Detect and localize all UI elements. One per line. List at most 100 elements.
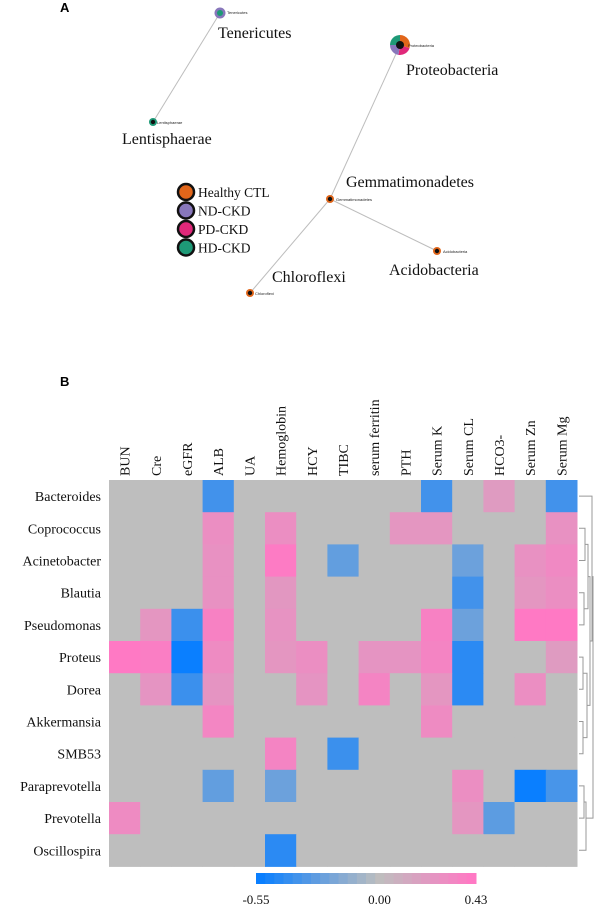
heatmap-cell [389, 641, 422, 674]
scale-max-label: 0.43 [465, 892, 488, 907]
color-scale: -0.55 0.00 0.43 [242, 873, 487, 907]
heatmap-cell [421, 641, 453, 674]
heatmap-cell [233, 673, 266, 706]
dendrogram-branch [586, 576, 594, 819]
heatmap-cell [265, 480, 297, 513]
heatmap-cell [171, 673, 204, 706]
heatmap-cell [202, 512, 235, 545]
heatmap-cell [202, 608, 235, 642]
heatmap-cell [171, 480, 204, 513]
legend-swatch [176, 201, 196, 220]
row-label: Akkermansia [26, 716, 101, 731]
row-label: Prevotella [44, 812, 102, 827]
heatmap-cell [483, 576, 516, 610]
heatmap-cell [327, 834, 360, 867]
heatmap-cell [327, 576, 360, 610]
scale-step [329, 873, 339, 884]
scale-step [320, 873, 330, 884]
column-label: Serum Zn [524, 420, 539, 476]
heatmap-cell [202, 480, 235, 513]
heatmap-cell [545, 576, 578, 610]
node-core [150, 119, 156, 125]
row-label: Blautia [61, 587, 102, 602]
heatmap-cell [483, 834, 516, 867]
scale-min-label: -0.55 [242, 892, 269, 907]
scale-step [274, 873, 284, 884]
scale-step [466, 873, 477, 884]
heatmap-cell [452, 673, 484, 706]
heatmap-cell [483, 802, 516, 835]
heatmap-cell [514, 737, 547, 771]
heatmap-cell [296, 673, 328, 706]
heatmap-cell [421, 705, 453, 739]
heatmap-cell [483, 480, 516, 513]
scale-step [421, 873, 431, 884]
heatmap-cell [545, 480, 578, 513]
heatmap-cell [109, 576, 141, 610]
heatmap-cell [296, 608, 328, 642]
heatmap-cell [514, 544, 547, 578]
node-proteobacteria: Proteobacteria Proteobacteria [390, 35, 498, 79]
heatmap-cell [327, 769, 360, 803]
legend-item: PD-CKD [176, 219, 249, 239]
heatmap-cell [452, 802, 484, 835]
column-label: Serum Mg [555, 417, 570, 477]
heatmap-cell [140, 576, 172, 610]
heatmap-cell [171, 576, 204, 610]
column-label: serum ferritin [368, 399, 383, 476]
column-label: Serum CL [462, 418, 477, 476]
heatmap-cell [514, 673, 547, 706]
heatmap-cell [514, 608, 547, 642]
heatmap-cell [202, 544, 235, 578]
row-label: Acinetobacter [22, 555, 101, 570]
heatmap-cell [171, 544, 204, 578]
heatmap-cell [389, 608, 422, 642]
scale-step [430, 873, 440, 884]
heatmap-cell [452, 834, 484, 867]
heatmap-cell [389, 834, 422, 867]
node-lentisphaerae: Lentisphaerae Lentisphaerae [122, 118, 212, 148]
scale-step [347, 873, 358, 884]
heatmap-cell [358, 673, 391, 706]
scale-step [439, 873, 449, 884]
heatmap-cell [171, 641, 204, 674]
heatmap-cell [140, 705, 172, 739]
heatmap-cell [202, 802, 235, 835]
edge-gemmatimonadetes-chloroflexi [249, 198, 331, 294]
heatmap-cell [202, 705, 235, 739]
heatmap-column-labels: BUN Cre eGFR ALB UA Hemoglobin HCY TIBC serum fe… [119, 399, 571, 476]
heatmap-cell [421, 673, 453, 706]
heatmap-cell [327, 480, 360, 513]
heatmap-cell [483, 608, 516, 642]
node-small-label: Gemmatimonadetes [336, 197, 372, 202]
heatmap-cell [140, 834, 172, 867]
heatmap-cell [452, 576, 484, 610]
heatmap-cell [452, 769, 484, 803]
heatmap-cell [483, 673, 516, 706]
heatmap-cell [358, 512, 391, 545]
heatmap-cell [171, 802, 204, 835]
heatmap-cell [389, 544, 422, 578]
dendrogram-branch [579, 656, 584, 690]
heatmap-cell [265, 705, 297, 739]
heatmap-cell [545, 641, 578, 674]
heatmap-cell [233, 641, 266, 674]
heatmap-cell [421, 512, 453, 545]
panel-a-label: A [60, 0, 70, 15]
heatmap-cell [452, 544, 484, 578]
heatmap-cell [389, 737, 422, 771]
heatmap-cell [358, 480, 391, 513]
heatmap-cell [265, 576, 297, 610]
scale-step [384, 873, 394, 884]
heatmap-cell [545, 673, 578, 706]
heatmap-cell [140, 802, 172, 835]
heatmap-cell [265, 544, 297, 578]
column-label: Hemoglobin [275, 406, 290, 476]
heatmap-cell [389, 673, 422, 706]
heatmap-cell [421, 544, 453, 578]
heatmap-cell [483, 512, 516, 545]
node-small-label: Tenericutes [227, 10, 247, 15]
heatmap-cell [296, 802, 328, 835]
heatmap-cell [389, 480, 422, 513]
